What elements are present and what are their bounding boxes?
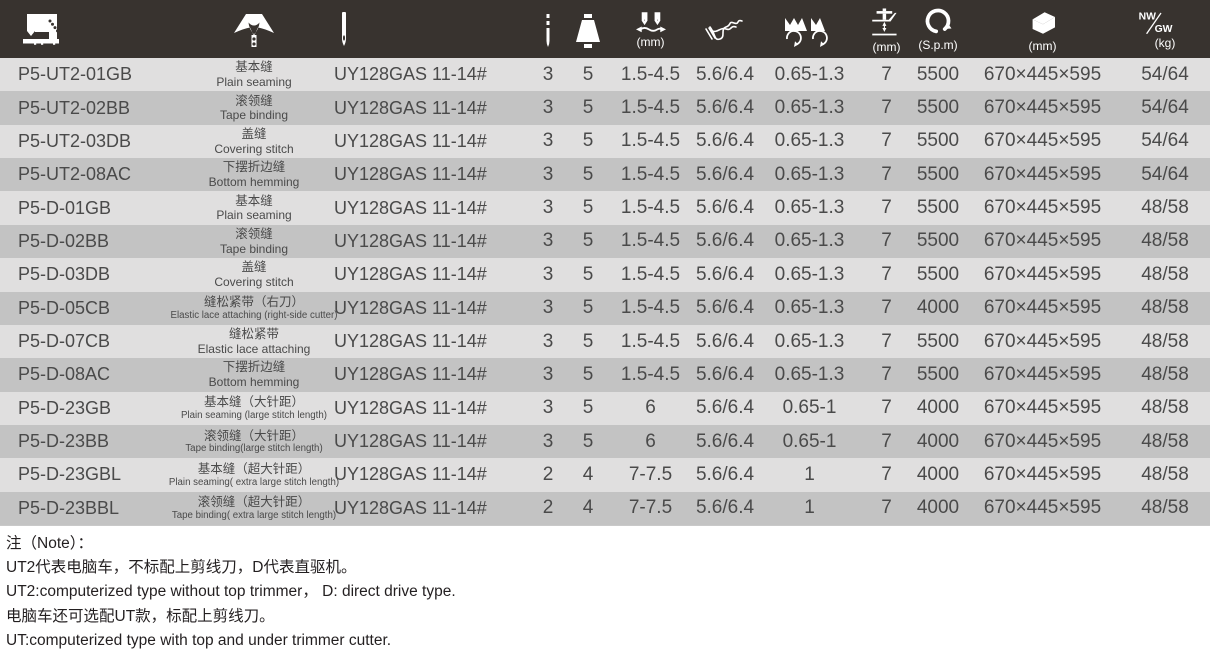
svg-text:GW: GW xyxy=(1155,24,1173,34)
svg-text:NW: NW xyxy=(1139,11,1157,22)
